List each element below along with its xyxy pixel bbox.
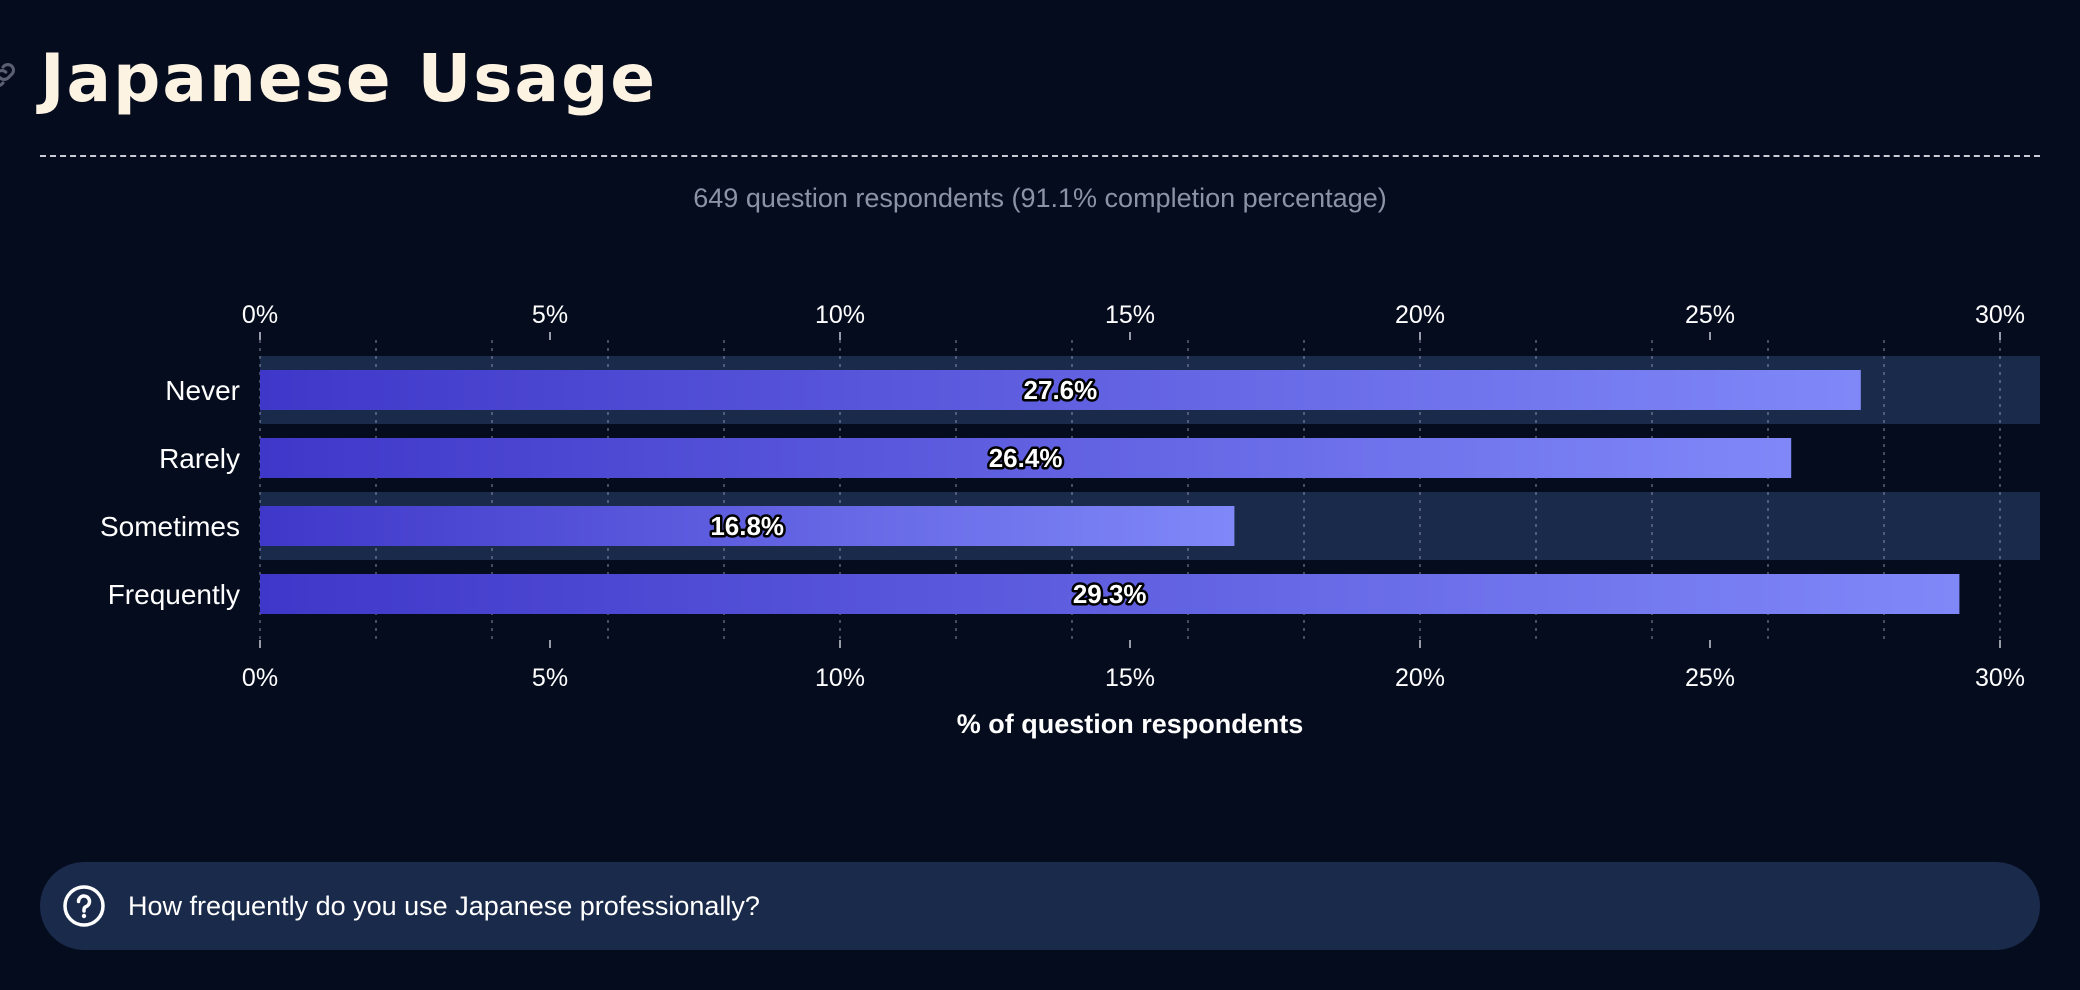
x-tick-label: 10%: [815, 301, 865, 329]
question-circle-icon: [63, 885, 105, 927]
value-label: 27.6%: [1024, 375, 1098, 405]
value-label: 29.3%: [1073, 579, 1147, 609]
x-tick-label: 25%: [1685, 301, 1735, 329]
x-tick-label: 0%: [242, 301, 278, 329]
x-tick-label: 15%: [1105, 664, 1155, 692]
x-tick-label: 30%: [1975, 664, 2025, 692]
question-panel: How frequently do you use Japanese profe…: [40, 862, 2040, 950]
bar-rarely: [260, 438, 1792, 478]
x-tick-label: 0%: [242, 664, 278, 692]
question-text: How frequently do you use Japanese profe…: [128, 891, 760, 921]
category-label: Never: [165, 375, 240, 406]
bar-never: [260, 370, 1861, 410]
x-tick-label: 5%: [532, 301, 568, 329]
bar-chart: 0% 5% 10% 15% 20% 25% 30% 0% 5% 10% 15% 20% 25% 30% …: [100, 301, 2040, 739]
x-tick-label: 30%: [1975, 301, 2025, 329]
bar-sometimes: [260, 506, 1235, 546]
title-divider: [40, 155, 2040, 157]
x-tick-label: 15%: [1105, 301, 1155, 329]
category-label: Rarely: [159, 443, 240, 474]
respondents-subtitle: 649 question respondents (91.1% completi…: [693, 183, 1387, 213]
category-label: Sometimes: [100, 511, 240, 542]
x-tick-label: 25%: [1685, 664, 1735, 692]
x-tick-label: 20%: [1395, 664, 1445, 692]
bar-frequently: [260, 574, 1960, 614]
x-tick-label: 5%: [532, 664, 568, 692]
value-label: 26.4%: [989, 443, 1063, 473]
value-label: 16.8%: [710, 511, 784, 541]
x-axis-title: % of question respondents: [957, 709, 1304, 739]
x-tick-label: 10%: [815, 664, 865, 692]
page-title: Japanese Usage: [40, 40, 658, 117]
link-icon[interactable]: [0, 58, 20, 92]
category-label: Frequently: [108, 579, 240, 610]
x-tick-label: 20%: [1395, 301, 1445, 329]
